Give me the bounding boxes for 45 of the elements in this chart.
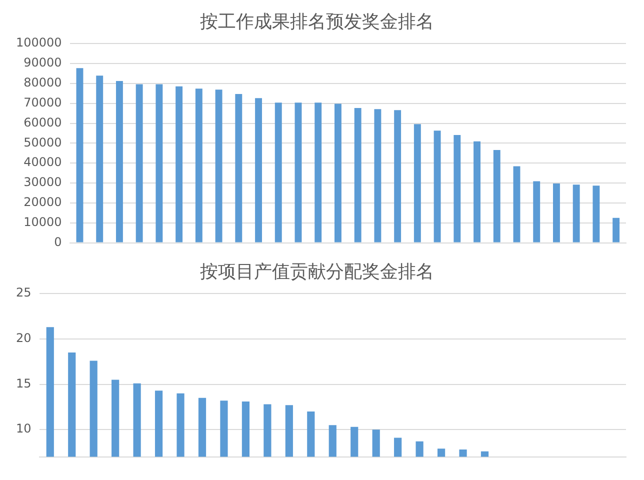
bar xyxy=(454,135,461,242)
bar xyxy=(136,84,143,242)
bar xyxy=(195,88,202,242)
bar xyxy=(156,84,163,242)
bar xyxy=(434,130,441,242)
bar xyxy=(334,104,342,242)
bar xyxy=(235,94,242,242)
y-tick-label: 80000 xyxy=(24,76,62,90)
bar xyxy=(414,124,421,242)
bar xyxy=(314,102,322,242)
chart-title: 按项目产值贡献分配奖金排名 xyxy=(200,261,434,282)
y-tick-label: 70000 xyxy=(24,95,62,110)
chart-title: 按工作成果排名预发奖金排名 xyxy=(200,11,434,32)
bar xyxy=(76,68,84,242)
y-tick-label: 40000 xyxy=(24,155,62,170)
bar xyxy=(274,102,282,242)
y-tick-label: 90000 xyxy=(24,56,62,70)
bar xyxy=(493,150,500,242)
bar xyxy=(612,218,620,242)
bar xyxy=(215,90,222,242)
y-tick-label: 10 xyxy=(16,422,32,436)
bar xyxy=(553,183,560,242)
y-tick-label: 50000 xyxy=(24,135,62,150)
y-tick-label: 15 xyxy=(16,376,32,390)
y-tick-label: 30000 xyxy=(24,175,62,190)
bar xyxy=(592,186,600,242)
y-tick-label: 25 xyxy=(16,286,32,300)
bar xyxy=(176,86,183,242)
bar xyxy=(255,98,262,242)
y-tick-label: 20000 xyxy=(24,195,62,210)
bar xyxy=(533,181,540,242)
y-tick-label: 60000 xyxy=(24,115,62,130)
bar xyxy=(513,166,520,242)
y-tick-label: 20 xyxy=(16,331,32,346)
bar xyxy=(394,110,402,242)
y-tick-label: 10000 xyxy=(24,215,62,230)
bar xyxy=(354,108,362,242)
y-tick-label: 100000 xyxy=(16,36,62,50)
bar xyxy=(116,81,123,242)
bar xyxy=(96,76,104,242)
y-tick-label: 0 xyxy=(54,234,62,249)
bar xyxy=(474,141,480,242)
bar xyxy=(572,184,580,242)
bar xyxy=(374,109,382,242)
bar xyxy=(294,102,302,242)
